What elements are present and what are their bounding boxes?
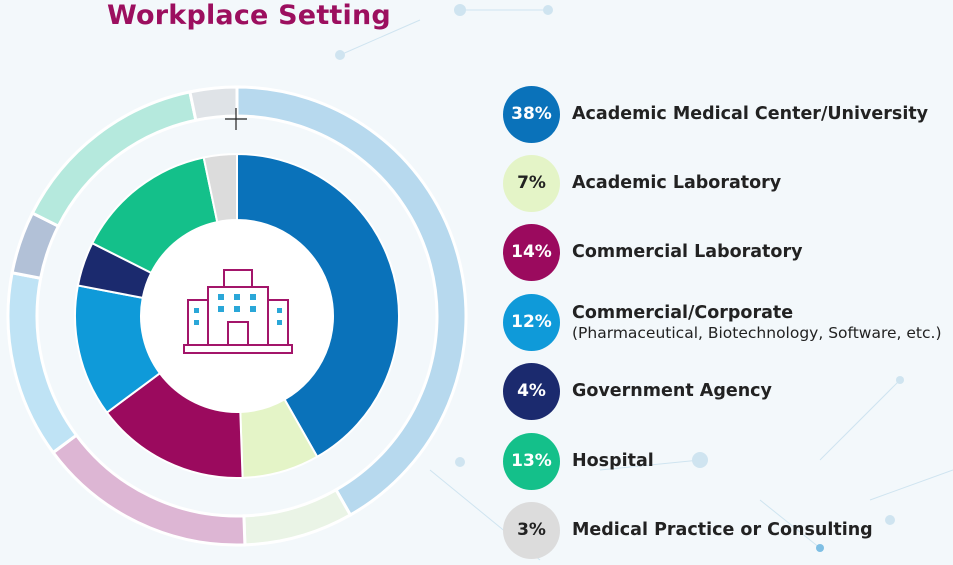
- outer-ring: [6, 85, 468, 547]
- value-badge: 13%: [503, 432, 560, 490]
- legend-label: Academic Laboratory: [572, 173, 782, 193]
- legend-label: Commercial Laboratory: [572, 242, 803, 262]
- legend-item-academic-laboratory: 7% Academic Laboratory: [503, 154, 953, 212]
- inner-ring: [74, 152, 400, 479]
- legend-item-government-agency: 4% Government Agency: [503, 362, 953, 420]
- legend-item-hospital: 13% Hospital: [503, 432, 953, 490]
- outer-ring-slice: [188, 85, 239, 123]
- building-icon: [183, 269, 293, 354]
- donut-chart: [6, 85, 468, 547]
- value-badge: 3%: [503, 501, 560, 559]
- center-circle: [141, 220, 333, 412]
- legend-label: Hospital: [572, 451, 654, 471]
- value-badge: 14%: [503, 223, 560, 281]
- legend-sublabel: (Pharmaceutical, Biotechnology, Software…: [572, 323, 942, 342]
- outer-ring-slice: [242, 487, 353, 547]
- value-badge: 38%: [503, 85, 560, 143]
- crosshair-cursor-icon: [225, 108, 247, 130]
- legend-item-academic-medical-center: 38% Academic Medical Center/University: [503, 85, 953, 143]
- legend-item-medical-practice: 3% Medical Practice or Consulting: [503, 501, 953, 559]
- legend-item-commercial-corporate: 12% Commercial/Corporate (Pharmaceutical…: [503, 293, 953, 351]
- legend-label: Commercial/Corporate: [572, 302, 794, 323]
- legend-label: Government Agency: [572, 381, 772, 401]
- value-badge: 7%: [503, 154, 560, 212]
- value-badge: 4%: [503, 362, 560, 420]
- outer-ring-slice: [6, 271, 79, 455]
- chart-title: Workplace Setting: [107, 0, 391, 31]
- legend-item-commercial-laboratory: 14% Commercial Laboratory: [503, 223, 953, 281]
- legend-label: Medical Practice or Consulting: [572, 520, 873, 540]
- value-badge: 12%: [503, 293, 560, 351]
- legend-label: Academic Medical Center/University: [572, 104, 929, 124]
